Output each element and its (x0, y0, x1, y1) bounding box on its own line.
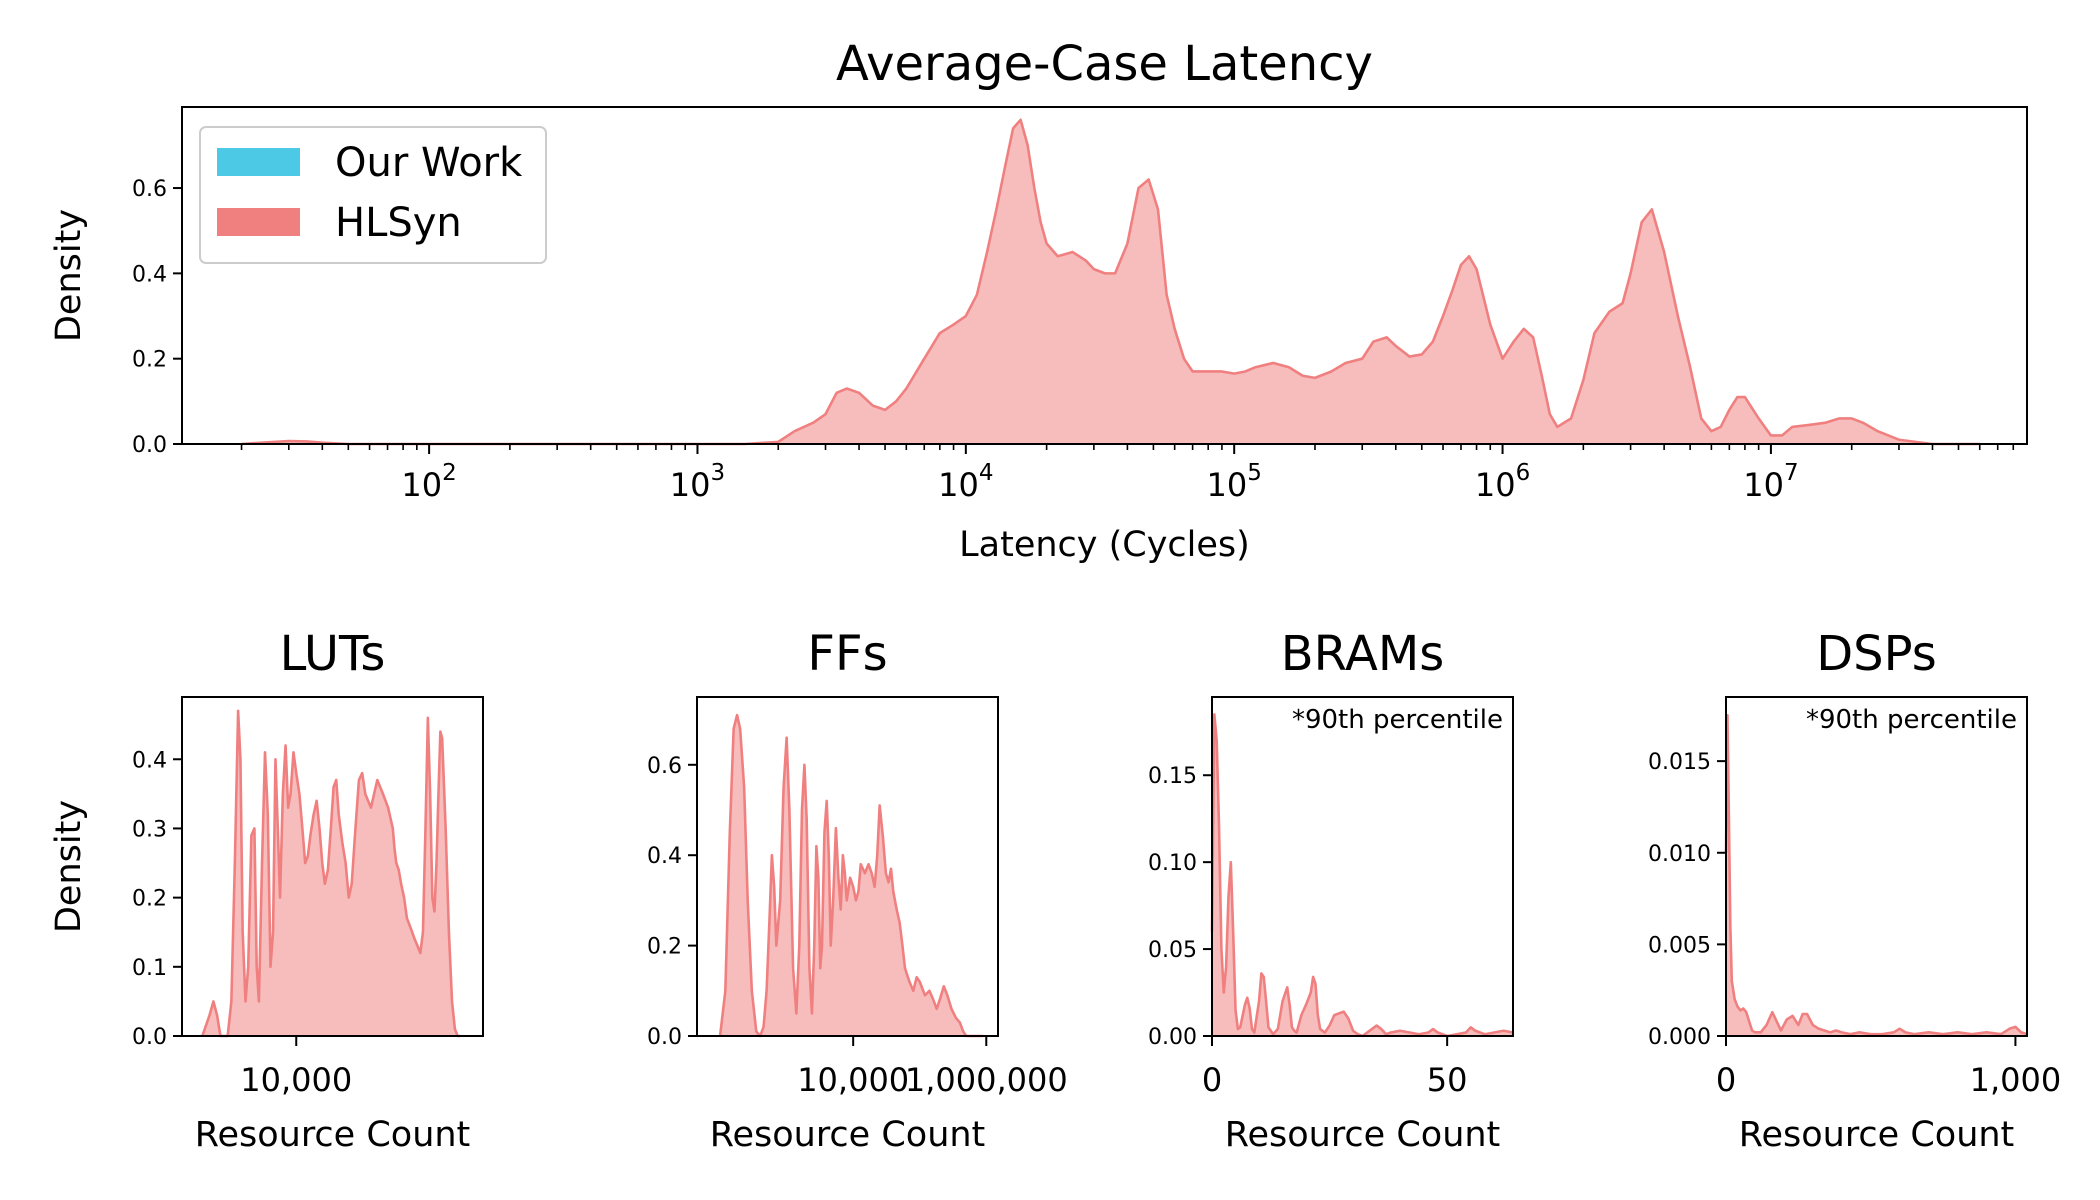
series-area-ffs-hlsyn (720, 715, 984, 1036)
y-tick-label-brams: 0.00 (1148, 1025, 1197, 1050)
x-axis-label-latency: Latency (Cycles) (959, 525, 1250, 565)
chart-title-ffs: FFs (807, 626, 887, 682)
series-line-dsps-hlsyn (1724, 714, 2028, 1036)
plot-frame-brams (1211, 696, 1514, 1037)
y-tick-label-dsps: 0.015 (1648, 750, 1711, 775)
chart-title-brams: BRAMs (1281, 626, 1445, 682)
chart-title-latency: Average-Case Latency (836, 36, 1373, 92)
x-tick-label-latency: 105 (1207, 460, 1262, 504)
y-tick-label-luts: 0.1 (132, 956, 167, 981)
y-tick-label-latency: 0.2 (132, 348, 167, 373)
y-axis-label-latency: Density (49, 209, 89, 342)
y-tick-label-dsps: 0.000 (1648, 1025, 1711, 1050)
plot-frame-latency (181, 106, 2028, 445)
series-area-brams-hlsyn (1212, 714, 1513, 1036)
chart-title-luts: LUTs (280, 626, 386, 682)
legend-swatch-our-work (217, 148, 300, 176)
series-area-luts-hlsyn (202, 710, 461, 1036)
legend: Our Work HLSyn (199, 126, 547, 264)
chart-title-dsps: DSPs (1816, 626, 1937, 682)
y-tick-label-dsps: 0.010 (1648, 842, 1711, 867)
x-tick-label-brams: 50 (1427, 1061, 1468, 1099)
y-tick-label-ffs: 0.4 (647, 844, 682, 869)
y-tick-label-brams: 0.05 (1148, 938, 1197, 963)
legend-swatch-hlsyn (217, 208, 300, 236)
note-brams: *90th percentile (1292, 705, 1503, 735)
legend-label-our-work: Our Work (335, 140, 523, 186)
plot-frame-dsps (1725, 696, 2028, 1037)
x-tick-label-latency: 102 (401, 460, 456, 504)
legend-label-hlsyn: HLSyn (335, 200, 462, 246)
x-tick-label-latency: 104 (938, 460, 993, 504)
x-tick-label-latency: 106 (1475, 460, 1530, 504)
series-area-latency-hlsyn (241, 119, 1980, 445)
y-tick-label-latency: 0.6 (132, 177, 167, 202)
series-area-dsps-hlsyn (1726, 715, 2027, 1036)
y-tick-label-latency: 0.4 (132, 262, 167, 287)
x-tick-label-dsps: 1,000 (1970, 1061, 2062, 1099)
y-tick-label-luts: 0.3 (132, 817, 167, 842)
x-tick-label-latency: 103 (670, 460, 725, 504)
y-axis-label-luts: Density (49, 800, 89, 933)
y-tick-label-latency: 0.0 (132, 433, 167, 458)
y-tick-label-ffs: 0.6 (647, 754, 682, 779)
x-axis-label-ffs: Resource Count (710, 1115, 986, 1155)
series-line-ffs-hlsyn (718, 713, 984, 1038)
plot-frame-ffs (696, 696, 999, 1037)
x-axis-label-luts: Resource Count (195, 1115, 471, 1155)
x-tick-label-latency: 107 (1743, 460, 1798, 504)
series-line-luts-hlsyn (201, 709, 461, 1038)
y-tick-label-luts: 0.0 (132, 1025, 167, 1050)
y-tick-label-ffs: 0.0 (647, 1025, 682, 1050)
y-tick-label-brams: 0.10 (1148, 851, 1197, 876)
x-axis-label-dsps: Resource Count (1739, 1115, 2015, 1155)
chart-luts: 0.0 0.1 0.2 0.3 0.4 10,000 LUTs Resource Count D… (49, 626, 484, 1155)
chart-dsps: 0.000 0.005 0.010 0.015 0 1,000 DSPs Resource C… (1648, 626, 2061, 1155)
x-tick-label-dsps: 0 (1716, 1061, 1736, 1099)
x-tick-label-ffs: 1,000,000 (905, 1061, 1068, 1099)
series-line-brams-hlsyn (1210, 713, 1514, 1038)
x-tick-label-ffs: 10,000 (797, 1061, 909, 1099)
series-line-latency-hlsyn (241, 118, 1980, 446)
x-axis-label-brams: Resource Count (1225, 1115, 1501, 1155)
note-dsps: *90th percentile (1806, 705, 2017, 735)
chart-latency: 0.0 0.2 0.4 0.6 102 103 104 105 106 107 Average-Ca… (49, 36, 2028, 565)
y-tick-label-brams: 0.15 (1148, 764, 1197, 789)
chart-brams: 0.00 0.05 0.10 0.15 0 50 BRAMs Resource Count *9… (1148, 626, 1514, 1155)
y-tick-label-ffs: 0.2 (647, 935, 682, 960)
x-tick-label-luts: 10,000 (240, 1061, 352, 1099)
y-tick-label-dsps: 0.005 (1648, 933, 1711, 958)
y-tick-label-luts: 0.2 (132, 887, 167, 912)
y-tick-label-luts: 0.4 (132, 748, 167, 773)
plot-frame-luts (181, 696, 484, 1037)
x-tick-label-brams: 0 (1202, 1061, 1222, 1099)
